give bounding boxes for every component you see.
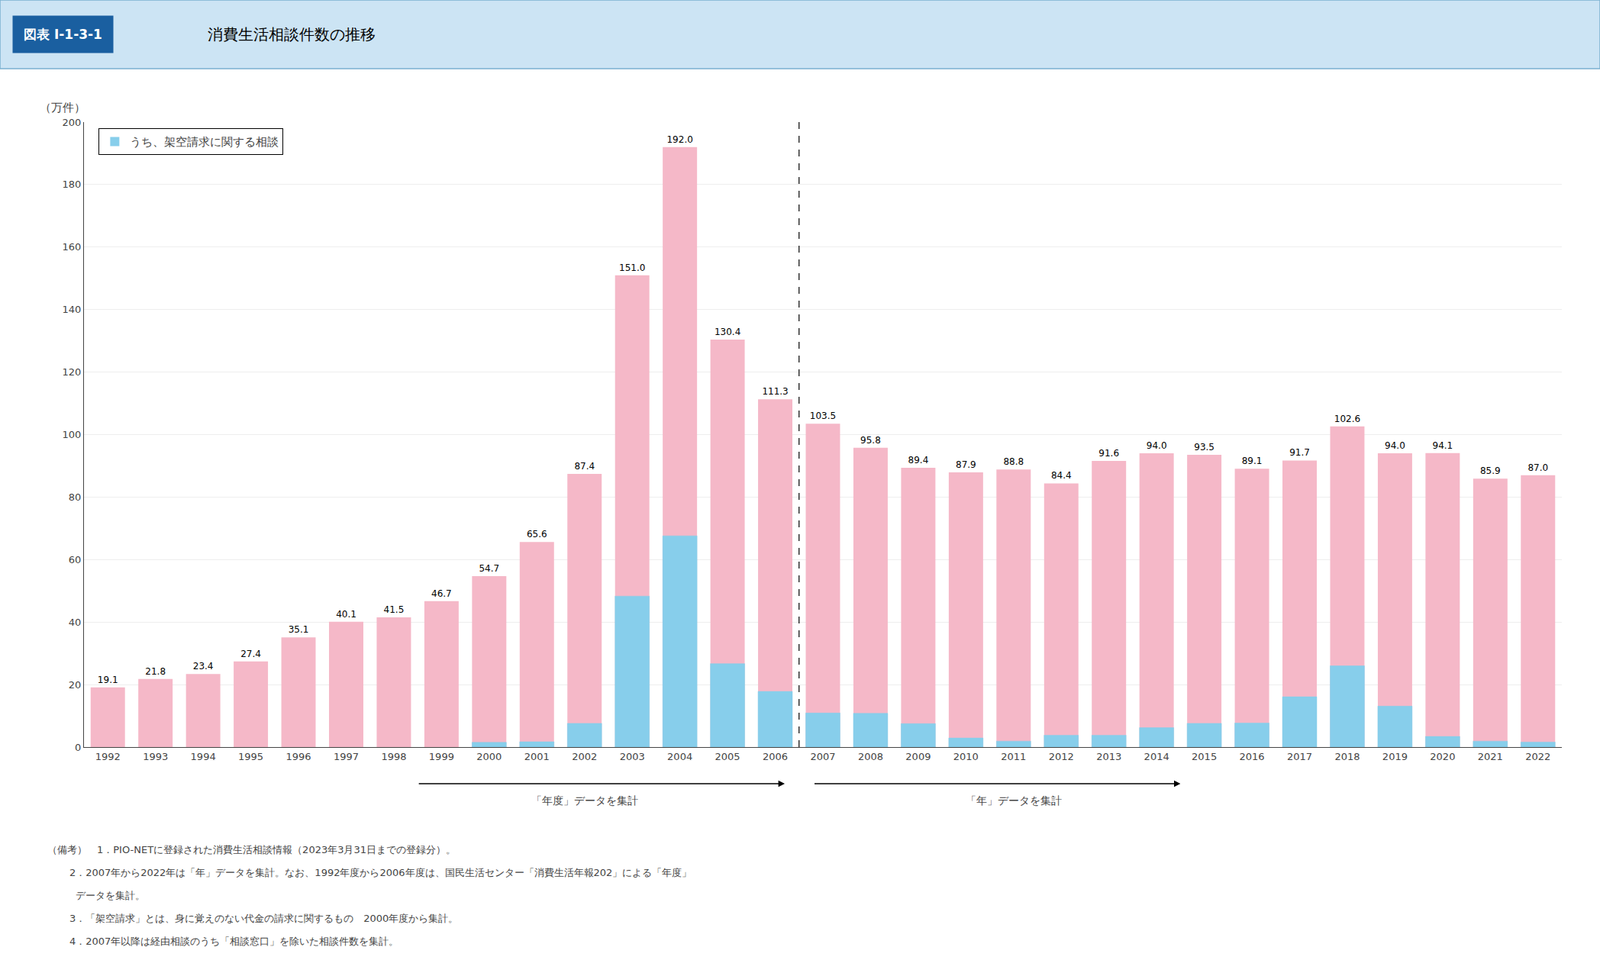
svg-text:1999: 1999 (429, 751, 455, 763)
svg-text:94.0: 94.0 (1384, 440, 1406, 452)
svg-text:60: 60 (68, 554, 82, 566)
svg-text:2014: 2014 (1144, 751, 1170, 763)
svg-text:120: 120 (62, 366, 82, 378)
svg-text:1993: 1993 (142, 751, 168, 763)
svg-text:1992: 1992 (95, 751, 121, 763)
svg-text:91.6: 91.6 (1098, 448, 1120, 459)
svg-text:1997: 1997 (333, 751, 359, 763)
svg-text:（万件）: （万件） (39, 100, 86, 115)
svg-text:2022: 2022 (1525, 751, 1551, 763)
svg-text:89.4: 89.4 (908, 454, 930, 466)
svg-text:100: 100 (62, 429, 82, 441)
svg-text:3．「架空請求」とは、身に覚えのない代金の請求に関するもの: 3．「架空請求」とは、身に覚えのない代金の請求に関するもの 2000年度から集計… (47, 912, 459, 925)
svg-text:2005: 2005 (715, 751, 741, 763)
svg-text:2019: 2019 (1382, 751, 1408, 763)
svg-text:2000: 2000 (476, 751, 502, 763)
svg-text:21.8: 21.8 (145, 666, 166, 678)
svg-text:130.4: 130.4 (714, 326, 741, 338)
svg-text:1994: 1994 (190, 751, 217, 763)
svg-text:0: 0 (74, 741, 81, 754)
svg-text:データを集計。: データを集計。 (47, 890, 146, 902)
svg-text:180: 180 (62, 178, 82, 191)
svg-text:93.5: 93.5 (1193, 441, 1215, 453)
svg-text:2011: 2011 (1000, 751, 1026, 763)
svg-text:2017: 2017 (1287, 751, 1313, 763)
svg-text:2007: 2007 (809, 751, 836, 763)
svg-text:19.1: 19.1 (97, 674, 119, 686)
svg-text:2．2007年から2022年は「年」データを集計。なお、19: 2．2007年から2022年は「年」データを集計。なお、1992年度から2006… (47, 867, 692, 879)
svg-text:2015: 2015 (1191, 751, 1217, 763)
svg-text:20: 20 (68, 679, 82, 691)
svg-text:2010: 2010 (953, 751, 979, 763)
svg-text:2013: 2013 (1096, 751, 1122, 763)
svg-text:103.5: 103.5 (809, 410, 836, 422)
svg-text:87.4: 87.4 (574, 461, 595, 472)
svg-text:2004: 2004 (667, 751, 693, 763)
svg-text:2018: 2018 (1334, 751, 1360, 763)
svg-text:2001: 2001 (524, 751, 550, 763)
svg-text:80: 80 (68, 491, 82, 504)
svg-text:うち、架空請求に関する相談: うち、架空請求に関する相談 (129, 135, 279, 149)
svg-text:2020: 2020 (1429, 751, 1455, 763)
svg-text:2009: 2009 (905, 751, 931, 763)
svg-text:94.0: 94.0 (1146, 440, 1168, 452)
svg-text:40: 40 (68, 616, 82, 629)
svg-text:84.4: 84.4 (1051, 470, 1072, 481)
svg-text:1998: 1998 (380, 751, 407, 763)
svg-text:2003: 2003 (619, 751, 646, 763)
svg-text:160: 160 (62, 241, 82, 253)
svg-text:（備考） 1．PIO-NETに登録された消費生活相談情報（2: （備考） 1．PIO-NETに登録された消費生活相談情報（2023年3月31日ま… (47, 844, 456, 856)
svg-text:1996: 1996 (285, 751, 311, 763)
svg-text:87.0: 87.0 (1527, 462, 1549, 474)
svg-text:27.4: 27.4 (240, 648, 262, 660)
svg-text:94.1: 94.1 (1432, 440, 1454, 452)
svg-text:23.4: 23.4 (193, 661, 214, 672)
svg-text:2012: 2012 (1048, 751, 1075, 763)
svg-text:2021: 2021 (1477, 751, 1504, 763)
svg-text:2002: 2002 (571, 751, 597, 763)
svg-text:46.7: 46.7 (431, 588, 452, 600)
svg-text:192.0: 192.0 (666, 134, 693, 146)
svg-text:消費生活相談件数の推移: 消費生活相談件数の推移 (207, 25, 376, 44)
svg-text:95.8: 95.8 (860, 435, 881, 446)
svg-text:87.9: 87.9 (955, 459, 977, 471)
svg-text:35.1: 35.1 (288, 624, 310, 636)
svg-text:140: 140 (62, 303, 82, 316)
svg-text:200: 200 (62, 116, 82, 129)
svg-text:151.0: 151.0 (619, 262, 646, 274)
svg-text:40.1: 40.1 (335, 609, 357, 620)
svg-text:85.9: 85.9 (1480, 465, 1501, 477)
svg-text:「年」データを集計: 「年」データを集計 (965, 794, 1062, 807)
svg-text:図表 I-1-3-1: 図表 I-1-3-1 (23, 26, 103, 42)
svg-text:91.7: 91.7 (1289, 447, 1310, 459)
svg-text:2016: 2016 (1239, 751, 1265, 763)
svg-text:88.8: 88.8 (1003, 456, 1024, 468)
svg-text:1995: 1995 (238, 751, 264, 763)
svg-text:4．2007年以降は経由相談のうち「相談窓口」を除いた相談件: 4．2007年以降は経由相談のうち「相談窓口」を除いた相談件数を集計。 (47, 935, 399, 948)
svg-text:111.3: 111.3 (761, 386, 788, 397)
svg-text:54.7: 54.7 (478, 563, 500, 575)
svg-text:89.1: 89.1 (1241, 455, 1263, 467)
svg-text:「年度」データを集計: 「年度」データを集計 (531, 794, 639, 807)
svg-text:41.5: 41.5 (383, 604, 405, 616)
svg-text:65.6: 65.6 (526, 529, 548, 540)
svg-text:2008: 2008 (858, 751, 884, 763)
svg-text:2006: 2006 (762, 751, 788, 763)
svg-text:102.6: 102.6 (1334, 413, 1361, 425)
